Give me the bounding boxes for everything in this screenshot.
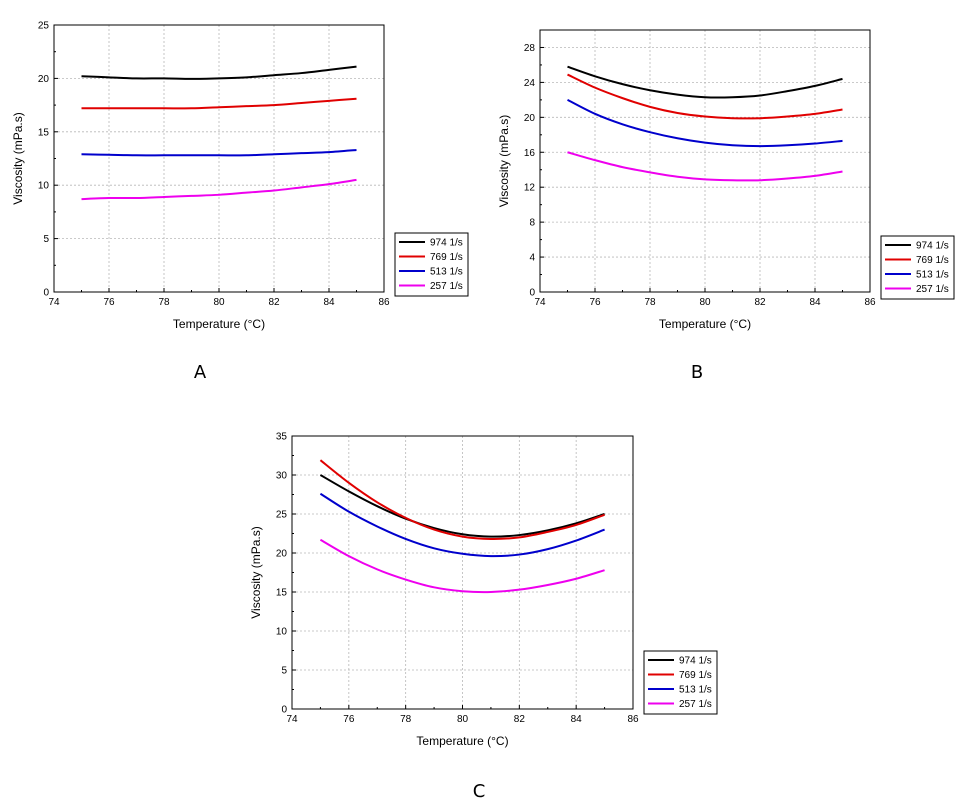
- legend-entry: 257 1/s: [916, 284, 949, 295]
- y-axis-label: Viscosity (mPa.s): [249, 526, 263, 618]
- legend-entry: 974 1/s: [430, 238, 463, 249]
- legend-entry: 257 1/s: [679, 699, 712, 710]
- series-line-769-1-s: [567, 73, 843, 120]
- series-line-974-1-s: [567, 65, 843, 99]
- x-tick-label: 76: [103, 297, 115, 308]
- x-tick-label: 84: [809, 297, 821, 308]
- x-tick-label: 84: [571, 714, 583, 725]
- x-tick-label: 78: [158, 297, 170, 308]
- chart-panel-c: 74 76 78 80 82 84 86 0 5 10 15 20 25 30 35 Temperature …: [249, 432, 718, 802]
- series-line-257-1-s: [567, 151, 843, 182]
- y-tick-label: 8: [529, 218, 535, 229]
- y-tick-label: 20: [276, 549, 288, 560]
- x-tick-label: 84: [323, 297, 335, 308]
- legend-entry: 974 1/s: [679, 656, 712, 667]
- y-tick-label: 4: [529, 253, 535, 264]
- x-tick-label: 78: [644, 297, 656, 308]
- series-line-513-1-s: [81, 148, 357, 157]
- y-tick-label: 20: [524, 113, 536, 124]
- legend-entry: 769 1/s: [679, 670, 712, 681]
- series-line-974-1-s: [319, 474, 605, 538]
- x-tick-label: 82: [268, 297, 280, 308]
- chart-panel-b: 74 76 78 80 82 84 86 0 4 8 12 16 20 24 28 Temperature (…: [497, 29, 955, 383]
- y-tick-label: 15: [276, 588, 288, 599]
- x-axis-label: Temperature (°C): [659, 317, 751, 331]
- legend-entry: 513 1/s: [916, 270, 949, 281]
- x-tick-label: 78: [400, 714, 412, 725]
- y-tick-label: 5: [43, 234, 49, 245]
- x-tick-label: 86: [864, 297, 876, 308]
- y-axis-label: Viscosity (mPa.s): [497, 115, 511, 207]
- x-tick-label: 80: [699, 297, 711, 308]
- series-line-257-1-s: [81, 178, 357, 201]
- series-line-513-1-s: [567, 98, 843, 148]
- y-tick-label: 30: [276, 471, 288, 482]
- series-line-257-1-s: [319, 538, 605, 594]
- x-tick-label: 82: [514, 714, 526, 725]
- series-line-513-1-s: [319, 492, 605, 558]
- x-tick-label: 86: [627, 714, 639, 725]
- y-tick-label: 0: [281, 705, 287, 716]
- legend: 974 1/s 769 1/s 513 1/s 257 1/s: [394, 232, 469, 297]
- x-tick-label: 86: [378, 297, 390, 308]
- x-tick-label: 80: [213, 297, 225, 308]
- y-tick-label: 10: [276, 627, 288, 638]
- legend-entry: 257 1/s: [430, 281, 463, 292]
- y-tick-label: 5: [281, 666, 287, 677]
- x-tick-label: 76: [589, 297, 601, 308]
- x-tick-label: 74: [534, 297, 546, 308]
- x-axis-label: Temperature (°C): [416, 734, 508, 748]
- y-tick-label: 20: [38, 74, 50, 85]
- y-tick-label: 25: [276, 510, 288, 521]
- panel-label: B: [691, 362, 703, 383]
- y-tick-label: 10: [38, 181, 50, 192]
- panel-label: C: [473, 781, 486, 802]
- y-tick-label: 28: [524, 43, 536, 54]
- series-line-769-1-s: [81, 97, 357, 110]
- x-tick-label: 80: [457, 714, 469, 725]
- y-tick-label: 12: [524, 183, 536, 194]
- x-tick-label: 76: [343, 714, 355, 725]
- y-axis-label: Viscosity (mPa.s): [11, 112, 25, 204]
- x-tick-label: 74: [48, 297, 60, 308]
- y-tick-label: 25: [38, 21, 50, 32]
- legend-entry: 974 1/s: [916, 241, 949, 252]
- legend-entry: 513 1/s: [679, 685, 712, 696]
- series-line-974-1-s: [81, 65, 357, 80]
- legend-entry: 769 1/s: [430, 252, 463, 263]
- x-axis-label: Temperature (°C): [173, 317, 265, 331]
- y-tick-label: 15: [38, 127, 50, 138]
- x-tick-label: 74: [286, 714, 298, 725]
- chart-panel-a: 74 76 78 80 82 84 86 0 5 10 15 20 25 Temperature (°C)…: [11, 21, 469, 383]
- series-line-769-1-s: [319, 459, 605, 540]
- y-tick-label: 16: [524, 148, 536, 159]
- legend-entry: 513 1/s: [430, 267, 463, 278]
- y-tick-label: 0: [43, 288, 49, 299]
- plot-frame: [539, 29, 871, 293]
- x-tick-label: 82: [754, 297, 766, 308]
- y-tick-label: 0: [529, 288, 535, 299]
- y-tick-label: 24: [524, 78, 536, 89]
- y-tick-label: 35: [276, 432, 288, 443]
- panel-label: A: [194, 362, 207, 383]
- legend: 974 1/s 769 1/s 513 1/s 257 1/s: [643, 650, 718, 715]
- legend: 974 1/s 769 1/s 513 1/s 257 1/s: [880, 235, 955, 300]
- legend-entry: 769 1/s: [916, 255, 949, 266]
